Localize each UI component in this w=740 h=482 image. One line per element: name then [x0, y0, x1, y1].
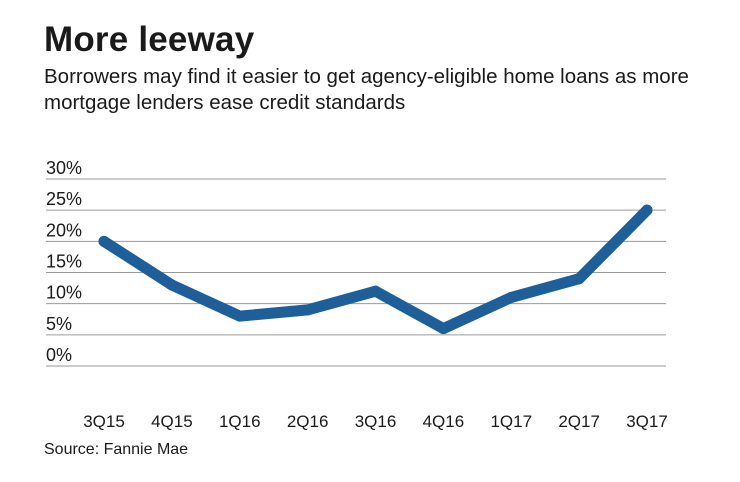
chart-title: More leeway	[44, 20, 255, 59]
y-tick-label: 15%	[46, 252, 82, 272]
x-tick-label: 3Q15	[83, 412, 125, 431]
data-point-3Q15	[98, 235, 110, 247]
y-axis-tick-labels: 0% 5% 10% 15% 20% 25% 30%	[46, 158, 82, 365]
y-tick-label: 30%	[46, 158, 82, 178]
y-tick-label: 10%	[46, 283, 82, 303]
data-point-1Q17	[505, 291, 517, 303]
data-point-2Q16	[302, 304, 314, 316]
data-point-2Q17	[573, 273, 585, 285]
line-chart: 0% 5% 10% 15% 20% 25% 30% 3Q15 4Q15 1Q16 2Q16 3Q16…	[46, 158, 668, 431]
data-point-3Q17	[641, 204, 653, 216]
y-tick-label: 5%	[46, 314, 72, 334]
series-line	[98, 204, 653, 335]
data-point-4Q15	[166, 279, 178, 291]
grid-layer	[46, 178, 666, 367]
x-tick-label: 4Q16	[423, 412, 465, 431]
y-tick-label: 20%	[46, 220, 82, 240]
x-axis-tick-labels: 3Q15 4Q15 1Q16 2Q16 3Q16 4Q16 1Q17 2Q17 3Q17	[83, 412, 668, 431]
data-point-1Q16	[234, 310, 246, 322]
x-tick-label: 1Q17	[490, 412, 532, 431]
x-tick-label: 2Q17	[558, 412, 600, 431]
x-tick-label: 1Q16	[219, 412, 261, 431]
x-tick-label: 3Q16	[355, 412, 397, 431]
y-tick-label: 0%	[46, 345, 72, 365]
data-point-3Q16	[370, 285, 381, 297]
source-note: Source: Fannie Mae	[44, 441, 189, 458]
chart-subtitle: Borrowers may find it easier to get agen…	[44, 65, 689, 114]
x-tick-label: 4Q15	[151, 412, 193, 431]
series-layer	[98, 204, 653, 335]
y-tick-label: 25%	[46, 189, 82, 209]
x-tick-label: 2Q16	[287, 412, 329, 431]
data-point-4Q16	[437, 323, 449, 335]
x-tick-label: 3Q17	[626, 412, 668, 431]
